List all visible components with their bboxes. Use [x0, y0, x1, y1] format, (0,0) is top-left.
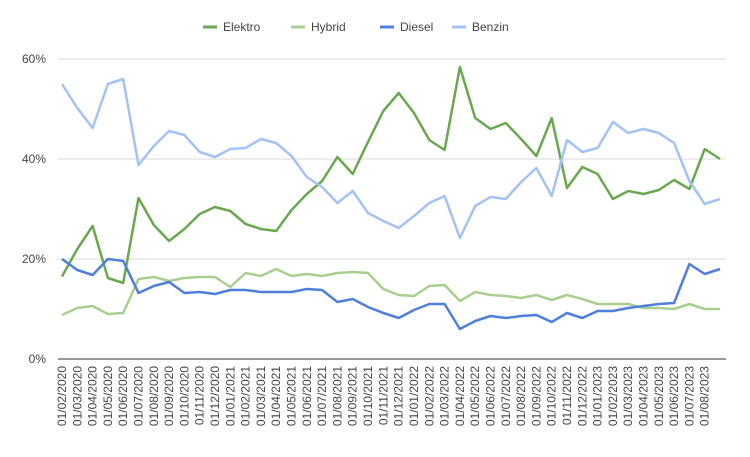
legend-label: Elektro	[223, 20, 261, 34]
x-tick-label: 01/01/2021	[223, 366, 237, 426]
x-tick-label: 01/10/2020	[177, 366, 191, 426]
x-tick-label: 01/06/2022	[483, 366, 497, 426]
x-tick-label: 01/07/2021	[315, 366, 329, 426]
legend-label: Diesel	[400, 20, 433, 34]
x-tick-label: 01/06/2020	[116, 366, 130, 426]
x-tick-label: 01/11/2021	[376, 366, 390, 425]
x-tick-label: 01/06/2023	[667, 366, 681, 426]
x-tick-label: 01/04/2020	[86, 366, 100, 426]
x-tick-label: 01/04/2023	[636, 366, 650, 426]
x-tick-label: 01/11/2020	[193, 366, 207, 425]
x-tick-label: 01/03/2023	[621, 366, 635, 426]
x-tick-label: 01/12/2021	[392, 366, 406, 426]
x-tick-label: 01/04/2021	[269, 366, 283, 426]
series-line	[61, 257, 721, 331]
x-tick-label: 01/08/2020	[147, 366, 161, 426]
x-tick-label: 01/02/2020	[55, 366, 69, 426]
x-tick-label: 01/10/2021	[361, 366, 375, 426]
x-tick-label: 01/05/2022	[468, 366, 482, 426]
x-tick-label: 01/02/2023	[606, 366, 620, 426]
x-tick-label: 01/05/2020	[101, 366, 115, 426]
x-tick-label: 01/05/2021	[285, 366, 299, 426]
x-tick-label: 01/12/2020	[208, 366, 222, 426]
x-tick-label: 01/08/2022	[514, 366, 528, 426]
x-tick-label: 01/02/2021	[239, 366, 253, 426]
y-tick-label: 0%	[29, 352, 47, 366]
x-tick-label: 01/07/2020	[132, 366, 146, 426]
legend-label: Benzin	[472, 20, 509, 34]
x-tick-label: 01/01/2023	[591, 366, 605, 426]
x-tick-label: 01/09/2022	[529, 366, 543, 426]
x-tick-label: 01/01/2022	[407, 366, 421, 426]
x-tick-label: 01/10/2022	[545, 366, 559, 426]
x-tick-label: 01/06/2021	[300, 366, 314, 426]
x-tick-label: 01/11/2022	[560, 366, 574, 425]
x-tick-label: 01/08/2023	[698, 366, 712, 426]
x-tick-label: 01/08/2021	[330, 366, 344, 426]
series-line	[61, 267, 720, 317]
y-tick-label: 60%	[22, 52, 46, 66]
x-tick-label: 01/07/2023	[682, 366, 696, 426]
series-line	[60, 77, 721, 240]
x-tick-label: 01/07/2022	[499, 366, 513, 426]
x-tick-label: 01/04/2022	[453, 366, 467, 426]
x-tick-label: 01/05/2023	[652, 366, 666, 426]
x-tick-label: 01/03/2022	[438, 366, 452, 426]
legend-label: Hybrid	[311, 20, 346, 34]
series-line	[60, 65, 721, 285]
x-tick-label: 01/03/2020	[70, 366, 84, 426]
y-tick-label: 40%	[22, 152, 46, 166]
x-tick-label: 01/12/2022	[575, 366, 589, 426]
x-tick-label: 01/03/2021	[254, 366, 268, 426]
y-tick-label: 20%	[22, 252, 46, 266]
x-tick-label: 01/09/2020	[162, 366, 176, 426]
x-tick-label: 01/09/2021	[346, 366, 360, 426]
x-tick-label: 01/02/2022	[422, 366, 436, 426]
